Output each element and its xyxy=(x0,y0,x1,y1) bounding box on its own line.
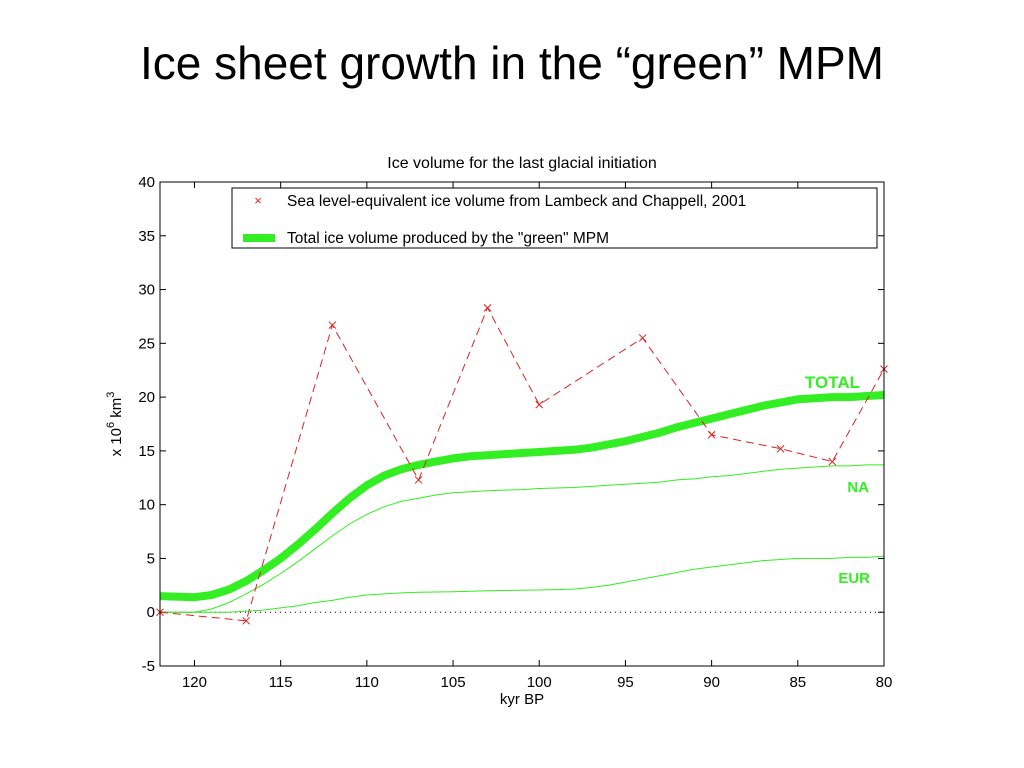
series-label-eur: EUR xyxy=(838,570,870,587)
observed-point-marker xyxy=(414,476,423,484)
y-tick-label: 35 xyxy=(138,228,155,245)
y-tick-label: 25 xyxy=(138,335,155,352)
series-label-total: TOTAL xyxy=(805,373,860,392)
observed-point-marker xyxy=(638,334,647,342)
observed-point-marker xyxy=(242,616,251,625)
chart-title: Ice volume for the last glacial initiati… xyxy=(387,155,656,172)
y-tick-label: 5 xyxy=(147,550,155,567)
legend: × Sea level-equivalent ice volume from L… xyxy=(231,187,878,249)
observed-point-marker xyxy=(483,303,492,312)
observed-point-marker xyxy=(776,444,785,453)
x-tick-label: 95 xyxy=(617,674,634,691)
y-tick-label: 30 xyxy=(138,282,155,299)
x-tick-label: 105 xyxy=(441,674,466,691)
series-line-observed xyxy=(159,306,885,622)
x-tick-label: 120 xyxy=(182,674,207,691)
legend-label-model: Total ice volume produced by the "green"… xyxy=(287,230,609,247)
y-tick-label: 15 xyxy=(138,443,155,460)
observed-point-marker xyxy=(328,321,337,329)
slide-title: Ice sheet growth in the “green” MPM xyxy=(140,37,884,89)
y-tick-label: 40 xyxy=(138,174,155,191)
y-tick-label: -5 xyxy=(142,658,155,675)
legend-marker-x: × xyxy=(254,193,262,208)
plot-frame xyxy=(159,181,885,667)
y-axis-label-unit: km xyxy=(108,398,125,422)
y-tick-label: 0 xyxy=(147,604,155,621)
observed-point-marker xyxy=(707,430,716,439)
series-label-na: NA xyxy=(847,479,869,496)
x-tick-label: 85 xyxy=(789,674,806,691)
y-tick-label: 10 xyxy=(138,497,155,514)
legend-box xyxy=(231,187,878,249)
x-tick-label: 100 xyxy=(527,674,552,691)
x-axis-label: kyr BP xyxy=(500,691,544,708)
observed-point-marker xyxy=(535,400,544,409)
legend-label-observed: Sea level-equivalent ice volume from Lam… xyxy=(287,193,746,210)
x-tick-label: 80 xyxy=(876,674,893,691)
x-tick-label: 115 xyxy=(269,674,293,691)
y-axis-label-exponent-2: 3 xyxy=(105,392,117,398)
y-axis-label: x 106 km3 xyxy=(105,392,125,457)
series-line-eur xyxy=(160,555,885,613)
x-tick-label: 90 xyxy=(703,674,720,691)
observed-point-marker xyxy=(828,457,837,466)
y-tick-label: 20 xyxy=(138,389,155,406)
series-line-na xyxy=(160,464,884,613)
y-axis-label-exponent-1: 6 xyxy=(105,422,117,428)
x-tick-label: 110 xyxy=(355,674,379,691)
series-line-total xyxy=(159,391,885,602)
y-axis-label-prefix: x 10 xyxy=(108,428,125,456)
